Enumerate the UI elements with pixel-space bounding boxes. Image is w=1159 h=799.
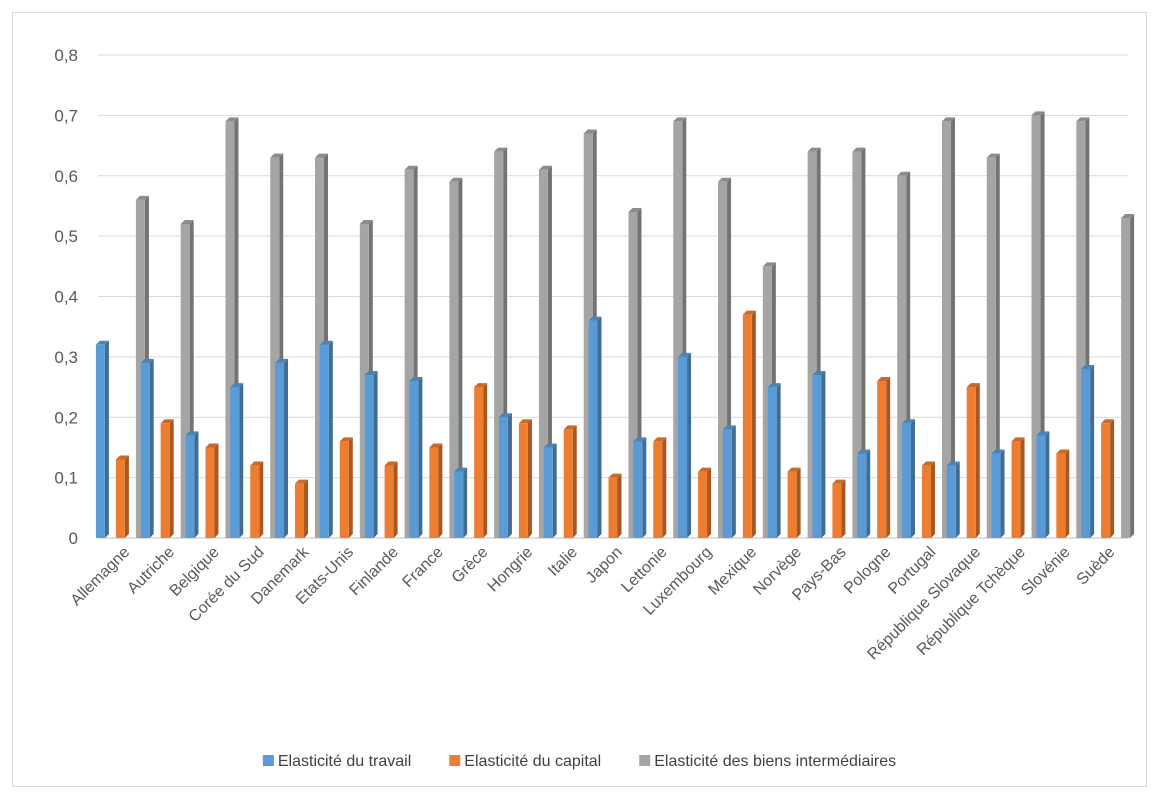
legend-label: Elasticité du capital: [464, 753, 601, 770]
bar: [205, 443, 219, 538]
y-tick-label: 0,4: [54, 288, 78, 307]
y-tick-label: 0: [69, 529, 78, 548]
bar: [275, 358, 289, 538]
bar: [722, 425, 736, 538]
bar: [364, 370, 378, 538]
y-tick-label: 0,1: [54, 469, 78, 488]
bar: [812, 370, 826, 538]
bar: [1031, 111, 1045, 538]
bar: [787, 467, 801, 538]
x-tick-label: Grèce: [449, 544, 492, 587]
bar: [986, 153, 1000, 538]
bar: [852, 147, 866, 538]
bar: [449, 177, 463, 538]
bar: [1081, 364, 1095, 538]
bar: [946, 461, 960, 538]
chart-frame: [12, 12, 1147, 787]
legend: Elasticité du travail Elasticité du capit…: [262, 753, 896, 770]
bar: [384, 461, 398, 538]
x-tick-label: Finlande: [346, 544, 401, 599]
bar: [901, 419, 915, 538]
bar: [1101, 419, 1115, 538]
bar: [941, 117, 955, 538]
x-tick-label: Japon: [583, 544, 626, 587]
legend-label: Elasticité du travail: [278, 753, 411, 770]
bar: [877, 377, 891, 538]
bar: [140, 358, 154, 538]
bar: [115, 455, 129, 538]
bar: [498, 413, 512, 538]
bar: [160, 419, 174, 538]
x-tick-label: France: [399, 544, 446, 591]
bar: [319, 340, 333, 538]
bar: [742, 310, 756, 538]
y-tick-label: 0,3: [54, 348, 78, 367]
bar: [95, 340, 109, 538]
x-tick-label: Pologne: [841, 544, 895, 598]
bar: [339, 437, 353, 538]
legend-swatch: [639, 755, 651, 766]
bar: [678, 352, 692, 538]
bar: [857, 449, 871, 538]
bar: [429, 443, 443, 538]
y-axis-ticks: 0 0,1 0,2 0,3 0,4 0,5 0,6 0,7 0,8: [54, 46, 78, 548]
bar: [1011, 437, 1025, 538]
legend-item: Elasticité du capital: [449, 753, 601, 770]
bar: [518, 419, 532, 538]
x-tick-label: Allemagne: [68, 544, 134, 610]
bar: [295, 479, 309, 538]
x-tick-label: Mexique: [705, 544, 760, 599]
bars: [95, 111, 1135, 539]
bar: [1036, 431, 1050, 538]
x-tick-label: Hongrie: [485, 544, 537, 596]
bar: [921, 461, 935, 538]
bar: [608, 473, 622, 538]
y-tick-label: 0,5: [54, 227, 78, 246]
legend-label: Elasticité des biens intermédiaires: [654, 753, 896, 770]
bar: [1056, 449, 1070, 538]
bar: [767, 383, 781, 538]
bar: [409, 377, 423, 538]
x-tick-label: Suède: [1074, 544, 1119, 589]
bar: [588, 316, 602, 538]
y-tick-label: 0,8: [54, 46, 78, 65]
bar: [653, 437, 667, 538]
bar: [832, 479, 846, 538]
x-tick-label: Slovénie: [1018, 544, 1073, 599]
bar: [991, 449, 1005, 538]
bar: [966, 383, 980, 538]
y-tick-label: 0,2: [54, 408, 78, 427]
legend-item: Elasticité des biens intermédiaires: [639, 753, 896, 770]
bar: [633, 437, 647, 538]
legend-swatch: [449, 755, 461, 766]
bar: [230, 383, 244, 538]
legend-item: Elasticité du travail: [262, 753, 411, 770]
bar: [474, 383, 488, 538]
bar: [563, 425, 577, 538]
bar: [698, 467, 712, 538]
bar: [454, 467, 468, 538]
bar: [185, 431, 199, 538]
x-tick-label: Italie: [545, 544, 581, 580]
bar: [543, 443, 557, 538]
legend-swatch: [262, 755, 274, 766]
y-tick-label: 0,7: [54, 106, 78, 125]
bar: [1121, 214, 1135, 538]
y-tick-label: 0,6: [54, 167, 78, 186]
bar: [250, 461, 264, 538]
